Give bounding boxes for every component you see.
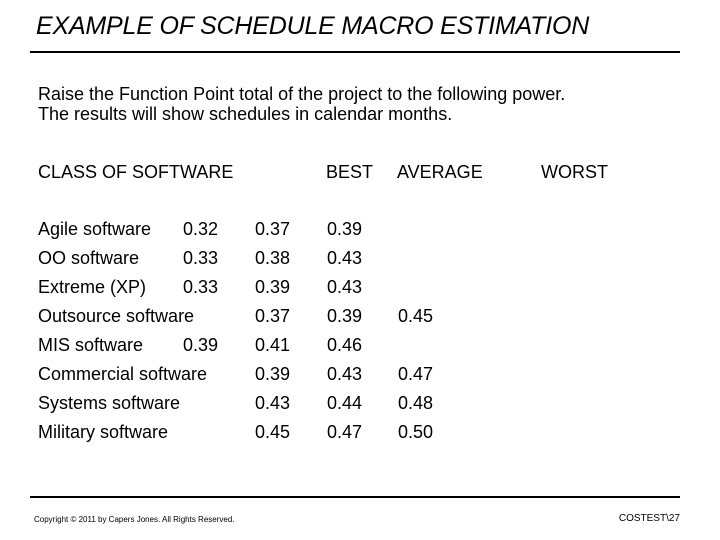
row-name: Extreme (XP) (38, 277, 147, 297)
intro-line: Raise the Function Point total of the pr… (38, 84, 566, 104)
row-average: 0.38 (255, 248, 291, 268)
row-average: 0.39 (327, 306, 363, 326)
row-average: 0.39 (255, 277, 291, 297)
page-title: EXAMPLE OF SCHEDULE MACRO ESTIMATION (36, 12, 590, 40)
row-average: 0.47 (327, 422, 363, 442)
row-average: 0.43 (327, 364, 363, 384)
row-worst: 0.46 (327, 335, 363, 355)
footer-divider (30, 496, 680, 498)
header-class: CLASS OF SOFTWARE (38, 162, 234, 182)
header-best: BEST (326, 162, 374, 182)
row-best: 0.45 (255, 422, 291, 442)
row-name: OO software (38, 248, 140, 268)
row-best: 0.33 (183, 277, 219, 297)
row-average: 0.44 (327, 393, 363, 413)
row-best: 0.37 (255, 306, 291, 326)
row-worst: 0.48 (398, 393, 434, 413)
row-worst: 0.43 (327, 277, 363, 297)
slide-id: COSTEST\27 (618, 513, 680, 524)
row-name: Outsource software (38, 306, 195, 326)
header-average: AVERAGE (397, 162, 483, 182)
title-divider (30, 51, 680, 53)
row-best: 0.32 (183, 219, 219, 239)
row-worst: 0.43 (327, 248, 363, 268)
row-worst: 0.45 (398, 306, 434, 326)
row-best: 0.43 (255, 393, 291, 413)
row-average: 0.41 (255, 335, 291, 355)
row-name: Commercial software (38, 364, 208, 384)
intro-text: Raise the Function Point total of the pr… (38, 84, 565, 124)
copyright-text: Copyright © 2011 by Capers Jones. All Ri… (34, 515, 235, 524)
row-name: Systems software (38, 393, 181, 413)
row-worst: 0.39 (327, 219, 363, 239)
row-best: 0.39 (255, 364, 291, 384)
row-name: Agile software (38, 219, 152, 239)
row-name: MIS software (38, 335, 144, 355)
row-name: Military software (38, 422, 169, 442)
row-best: 0.39 (183, 335, 219, 355)
header-worst: WORST (541, 162, 608, 182)
intro-line: The results will show schedules in calen… (38, 104, 453, 124)
row-best: 0.33 (183, 248, 219, 268)
row-average: 0.37 (255, 219, 291, 239)
row-worst: 0.50 (398, 422, 434, 442)
row-worst: 0.47 (398, 364, 434, 384)
